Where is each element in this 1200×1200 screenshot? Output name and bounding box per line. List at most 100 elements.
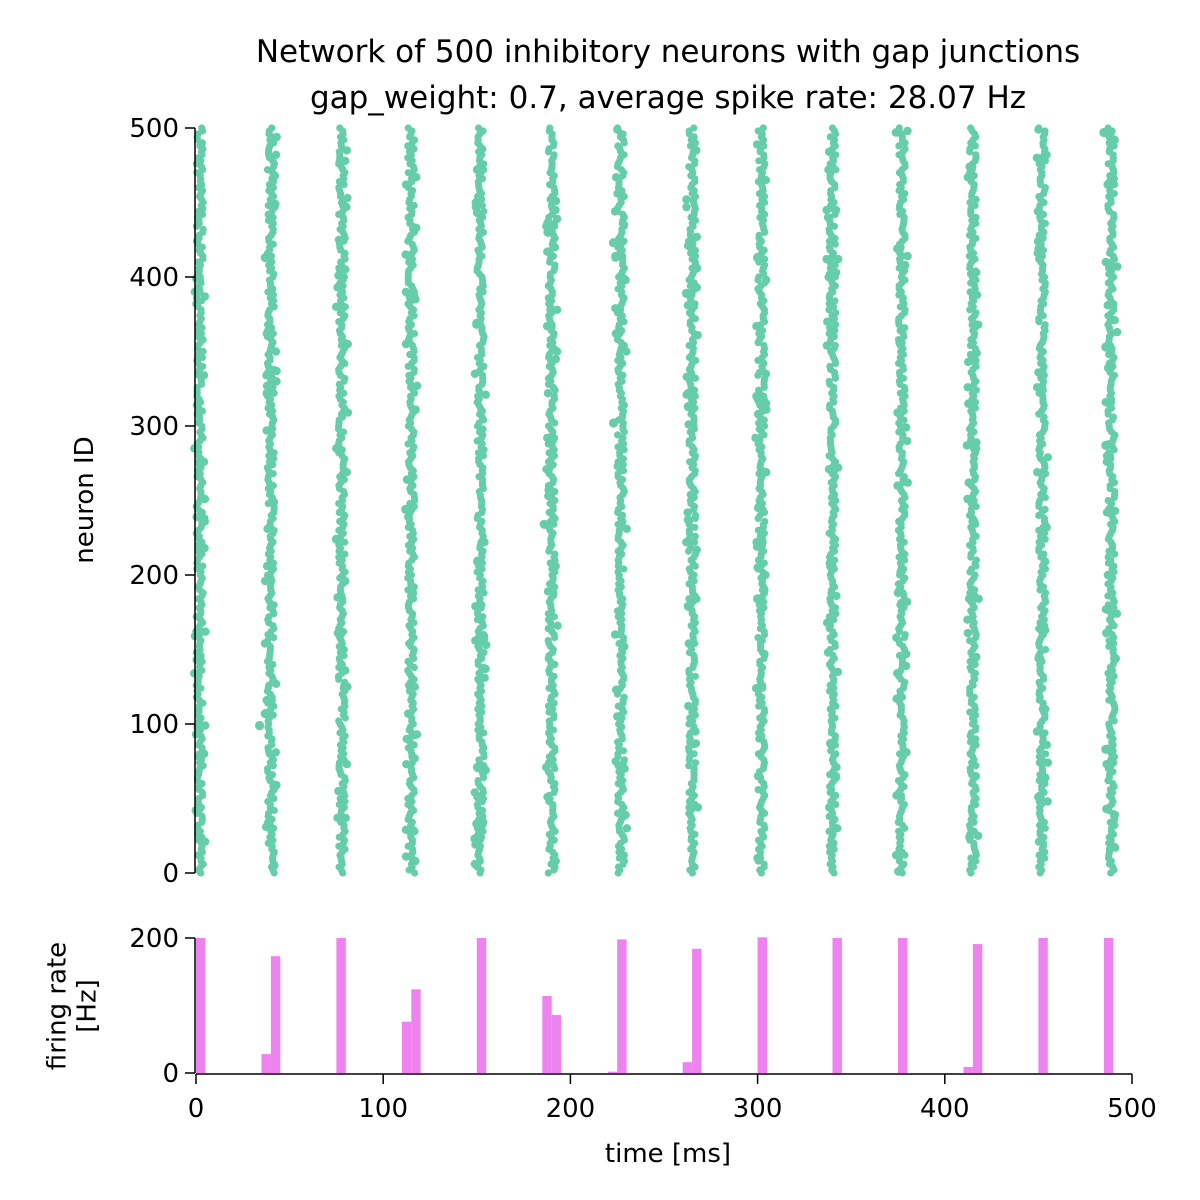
spike-point bbox=[754, 786, 762, 794]
spike-point bbox=[472, 763, 482, 772]
spike-point bbox=[410, 827, 419, 836]
spike-point bbox=[341, 538, 349, 546]
spike-point bbox=[543, 219, 552, 228]
spike-point bbox=[972, 234, 980, 242]
spike-point bbox=[542, 322, 552, 331]
spike-point bbox=[341, 845, 349, 853]
spike-point bbox=[1034, 837, 1044, 846]
spike-point bbox=[262, 381, 272, 390]
spike-point bbox=[962, 441, 972, 450]
rate-y-label-line: firing rate bbox=[42, 942, 72, 1070]
rate-bar bbox=[972, 944, 983, 1073]
spike-point bbox=[200, 494, 210, 504]
spike-point bbox=[1101, 744, 1111, 754]
spike-point bbox=[972, 711, 980, 719]
raster-panel: 0 100 200 300 400 500 neuron ID bbox=[70, 114, 1122, 889]
spike-point bbox=[1041, 729, 1049, 737]
spike-point bbox=[262, 561, 272, 571]
spike-point bbox=[691, 532, 699, 540]
spike-point bbox=[972, 652, 981, 662]
spike-point bbox=[760, 341, 768, 350]
spike-point bbox=[473, 557, 482, 566]
spike-point bbox=[972, 735, 980, 743]
spike-point bbox=[903, 436, 912, 446]
spike-point bbox=[825, 613, 834, 621]
spike-point bbox=[1112, 609, 1122, 618]
spike-point bbox=[614, 568, 622, 576]
spike-point bbox=[891, 128, 900, 137]
spike-point bbox=[685, 803, 693, 812]
spike-point bbox=[542, 763, 551, 772]
spike-point bbox=[832, 750, 840, 758]
spike-point bbox=[262, 388, 272, 398]
spike-point bbox=[410, 682, 419, 691]
spike-point bbox=[333, 628, 343, 638]
spike-point bbox=[682, 372, 691, 381]
spike-point bbox=[901, 631, 909, 639]
spike-point bbox=[683, 515, 693, 525]
spike-point bbox=[200, 544, 209, 553]
spike-point bbox=[1104, 553, 1112, 561]
spike-point bbox=[1110, 843, 1120, 852]
spike-point bbox=[683, 402, 693, 412]
spike-point bbox=[551, 550, 559, 558]
spike-point bbox=[1035, 625, 1043, 633]
spike-point bbox=[754, 409, 763, 419]
raster-y-tick-label: 100 bbox=[129, 710, 179, 740]
spike-point bbox=[334, 786, 343, 796]
rate-bar bbox=[607, 1071, 618, 1073]
spike-point bbox=[335, 800, 343, 809]
rate-bar bbox=[617, 939, 627, 1073]
spike-point bbox=[611, 757, 620, 766]
raster-y-tick-label: 400 bbox=[129, 263, 179, 293]
spike-point bbox=[198, 124, 206, 132]
spike-point bbox=[271, 748, 280, 757]
spike-point bbox=[963, 173, 972, 182]
spike-point bbox=[1110, 316, 1119, 325]
spike-point bbox=[971, 255, 979, 263]
spike-point bbox=[755, 419, 763, 427]
spike-point bbox=[1101, 440, 1111, 450]
spike-point bbox=[480, 207, 488, 215]
spike-point bbox=[966, 637, 974, 645]
spike-point bbox=[1103, 570, 1113, 580]
spike-point bbox=[1110, 562, 1118, 570]
rate-bar bbox=[551, 1015, 562, 1073]
spike-point bbox=[900, 556, 909, 564]
spike-point bbox=[896, 750, 904, 758]
spike-point bbox=[336, 124, 344, 132]
spike-point bbox=[1043, 453, 1053, 462]
spike-point bbox=[760, 649, 769, 659]
spike-point bbox=[822, 205, 831, 215]
spike-point bbox=[751, 433, 760, 443]
spike-point bbox=[963, 628, 973, 638]
spike-point bbox=[895, 142, 903, 150]
spike-point bbox=[967, 124, 975, 132]
spike-point bbox=[1042, 740, 1052, 750]
spike-point bbox=[608, 418, 619, 428]
spike-point bbox=[760, 705, 768, 713]
rate-bar bbox=[476, 938, 487, 1073]
spike-point bbox=[342, 760, 352, 769]
spike-point bbox=[622, 347, 631, 356]
spike-point bbox=[620, 756, 629, 764]
spike-point bbox=[552, 347, 562, 356]
spike-point bbox=[755, 425, 763, 433]
spike-point bbox=[191, 730, 201, 739]
spike-point bbox=[826, 362, 834, 370]
spike-point bbox=[342, 468, 351, 477]
spike-point bbox=[620, 565, 628, 573]
spike-point bbox=[404, 666, 412, 675]
spike-point bbox=[404, 657, 412, 666]
spike-point bbox=[545, 830, 554, 838]
spike-point bbox=[832, 763, 841, 772]
spike-point bbox=[263, 464, 271, 472]
spike-point bbox=[1041, 854, 1049, 862]
spike-point bbox=[832, 321, 840, 329]
spike-point bbox=[479, 631, 489, 641]
spike-point bbox=[480, 589, 488, 597]
spike-point bbox=[613, 125, 622, 134]
spike-point bbox=[966, 145, 974, 153]
spike-point bbox=[823, 317, 832, 326]
spike-point bbox=[832, 591, 841, 601]
